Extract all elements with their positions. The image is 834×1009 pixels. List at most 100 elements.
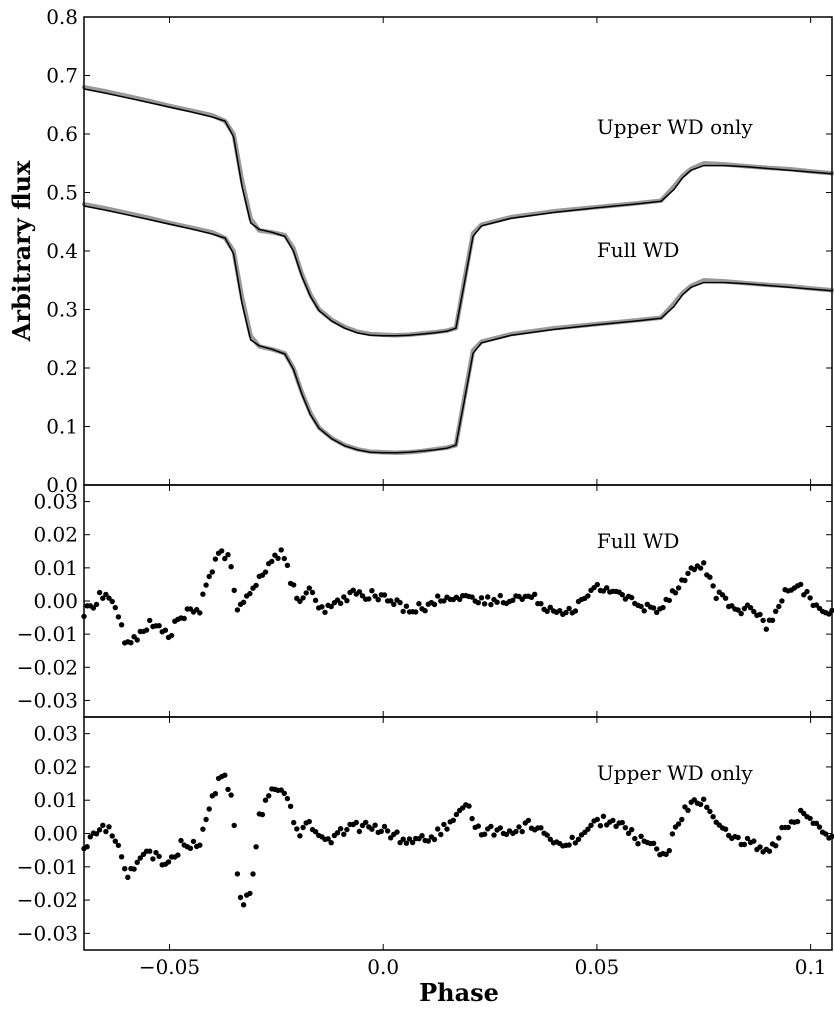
residual-point xyxy=(632,835,638,842)
residual-point xyxy=(356,589,363,595)
residual-point xyxy=(391,601,397,608)
residual-point xyxy=(557,608,563,614)
residual-point xyxy=(128,640,134,646)
residual-point xyxy=(178,837,184,844)
residual-point xyxy=(741,605,748,612)
y-tick-label: 0.01 xyxy=(33,556,78,580)
residual-point xyxy=(431,601,438,608)
residual-point xyxy=(776,835,782,841)
residual-point xyxy=(682,577,688,584)
residual-point xyxy=(629,826,635,833)
y-tick-label: 0.03 xyxy=(33,722,78,746)
residual-point xyxy=(491,832,497,838)
residual-point xyxy=(747,605,754,611)
residual-point xyxy=(312,829,319,835)
residual-point xyxy=(563,609,569,616)
y-tick-label: 0.5 xyxy=(46,181,78,205)
residual-point xyxy=(209,569,215,575)
residual-point xyxy=(697,801,704,808)
residual-point xyxy=(306,818,312,825)
residual-point xyxy=(115,614,122,620)
y-tick-label: 0.03 xyxy=(33,490,78,514)
residual-point xyxy=(513,828,519,835)
residual-point xyxy=(547,604,553,610)
residual-point xyxy=(381,823,388,830)
residual-point xyxy=(291,819,297,826)
residual-point xyxy=(147,617,153,624)
residual-point xyxy=(322,609,328,615)
residual-point xyxy=(488,601,494,608)
residual-point xyxy=(413,609,419,615)
residual-point xyxy=(610,817,616,824)
residual-point xyxy=(604,585,610,591)
y-tick-label: −0.02 xyxy=(17,655,78,679)
residual-point xyxy=(372,593,378,599)
residual-point xyxy=(619,819,625,826)
residual-point xyxy=(503,831,510,838)
residual-point xyxy=(115,842,122,849)
residual-point xyxy=(751,838,757,844)
residual-point xyxy=(400,608,406,615)
residual-point xyxy=(710,583,716,589)
residual-point xyxy=(713,595,719,602)
residuals-full-panel: 0.03 0.02 0.01 0.00 −0.01 −0.02 −0.03 Full WD xyxy=(17,484,834,718)
residual-point xyxy=(585,826,591,832)
residual-point xyxy=(594,581,600,588)
residual-point xyxy=(150,856,156,862)
y-tick-label: 0.00 xyxy=(33,589,78,613)
residual-point xyxy=(287,803,294,809)
residual-point xyxy=(416,601,422,607)
residual-point xyxy=(100,822,106,828)
residuals-upper-frame xyxy=(83,716,833,951)
residual-point xyxy=(538,601,544,607)
residual-point xyxy=(707,808,713,815)
residual-point xyxy=(804,588,810,595)
residual-point xyxy=(165,859,172,865)
residual-point xyxy=(494,599,500,605)
residual-point xyxy=(654,846,660,852)
residual-point xyxy=(125,874,131,880)
residual-point xyxy=(751,608,757,615)
residual-point xyxy=(225,552,231,558)
residual-point xyxy=(826,611,832,617)
residual-point xyxy=(375,597,381,603)
residual-point xyxy=(262,569,269,575)
residual-point xyxy=(334,830,341,836)
residual-point xyxy=(701,560,707,566)
residual-point xyxy=(566,605,572,612)
residual-point xyxy=(153,849,159,856)
residual-point xyxy=(773,608,779,614)
residual-point xyxy=(356,828,363,835)
residual-point xyxy=(798,581,804,588)
residual-point xyxy=(650,840,657,846)
residual-point xyxy=(175,852,181,858)
residual-point xyxy=(722,826,729,832)
residual-point xyxy=(622,825,629,831)
residual-point xyxy=(744,835,751,842)
panel-annotation: Full WD xyxy=(597,529,680,553)
residual-point xyxy=(162,627,169,633)
residual-point xyxy=(112,838,119,844)
residual-point xyxy=(475,823,481,829)
residual-point xyxy=(344,598,350,604)
residual-point xyxy=(660,604,666,611)
residual-point xyxy=(760,617,766,624)
residual-point xyxy=(453,811,460,818)
residual-point xyxy=(312,597,319,603)
y-axis-label: Arbitrary flux xyxy=(7,160,36,342)
residual-point xyxy=(284,795,291,802)
y-tick-label: 0.02 xyxy=(33,755,78,779)
residual-point xyxy=(222,555,228,562)
residual-point xyxy=(106,824,112,830)
residual-point xyxy=(337,600,344,606)
residual-point xyxy=(478,595,485,601)
residual-point xyxy=(122,866,128,872)
residual-point xyxy=(766,848,773,854)
residual-point xyxy=(369,826,375,832)
residual-point xyxy=(187,845,194,851)
residual-point xyxy=(134,859,140,865)
light-curve-panel: 0.0 0.1 0.2 0.3 0.4 0.5 0.6 0.7 0.8 Upper WD onl… xyxy=(46,5,834,497)
residual-point xyxy=(735,607,741,613)
residual-point xyxy=(237,894,244,901)
